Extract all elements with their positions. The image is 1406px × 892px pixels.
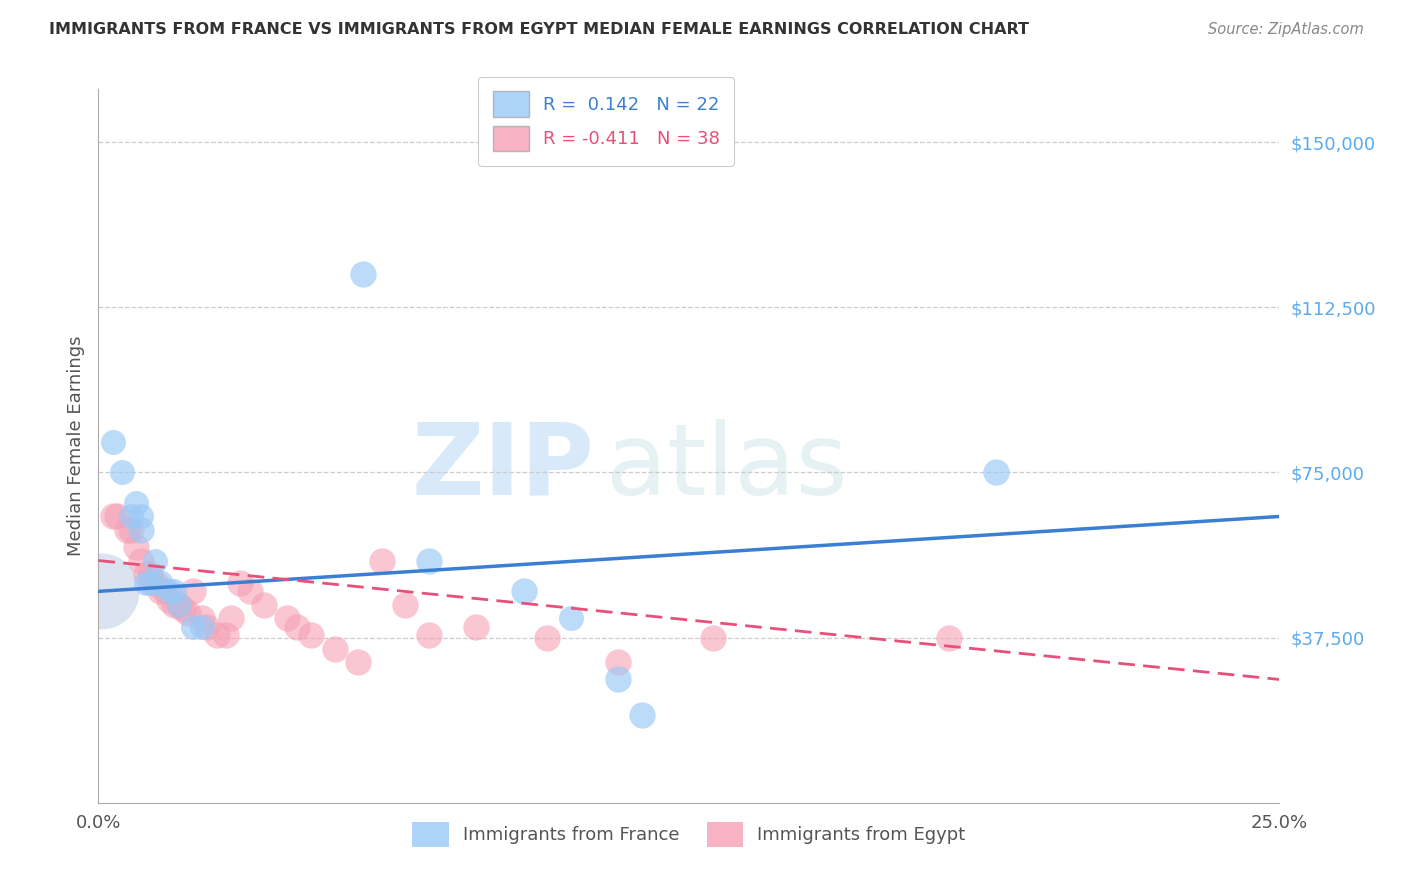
Point bbox=[191, 611, 214, 625]
Point bbox=[702, 631, 724, 645]
Point bbox=[167, 598, 190, 612]
Point bbox=[121, 523, 143, 537]
Point bbox=[418, 553, 440, 567]
Point bbox=[607, 673, 630, 687]
Point bbox=[129, 509, 152, 524]
Text: atlas: atlas bbox=[606, 419, 848, 516]
Point bbox=[191, 619, 214, 633]
Point bbox=[418, 628, 440, 642]
Point bbox=[129, 523, 152, 537]
Point bbox=[512, 584, 534, 599]
Point bbox=[195, 619, 218, 633]
Point bbox=[139, 575, 162, 590]
Point bbox=[143, 553, 166, 567]
Point bbox=[181, 584, 204, 599]
Point bbox=[205, 628, 228, 642]
Point bbox=[157, 593, 180, 607]
Point bbox=[536, 631, 558, 645]
Point bbox=[163, 598, 186, 612]
Point bbox=[101, 434, 124, 449]
Point bbox=[129, 553, 152, 567]
Point bbox=[465, 619, 488, 633]
Point bbox=[125, 496, 148, 510]
Point bbox=[163, 584, 186, 599]
Point bbox=[115, 523, 138, 537]
Point bbox=[111, 466, 134, 480]
Point bbox=[143, 575, 166, 590]
Point bbox=[352, 267, 374, 281]
Point bbox=[157, 584, 180, 599]
Point bbox=[101, 509, 124, 524]
Point bbox=[149, 584, 172, 599]
Point bbox=[215, 628, 238, 642]
Point bbox=[172, 602, 194, 616]
Point bbox=[253, 598, 276, 612]
Text: IMMIGRANTS FROM FRANCE VS IMMIGRANTS FROM EGYPT MEDIAN FEMALE EARNINGS CORRELATI: IMMIGRANTS FROM FRANCE VS IMMIGRANTS FRO… bbox=[49, 22, 1029, 37]
Point bbox=[229, 575, 252, 590]
Point bbox=[125, 541, 148, 555]
Point bbox=[219, 611, 242, 625]
Point bbox=[167, 598, 190, 612]
Point bbox=[984, 466, 1007, 480]
Point bbox=[371, 553, 394, 567]
Point bbox=[323, 641, 346, 656]
Point bbox=[90, 584, 112, 599]
Point bbox=[607, 655, 630, 669]
Point bbox=[139, 566, 162, 581]
Point bbox=[135, 566, 157, 581]
Point bbox=[347, 655, 370, 669]
Point bbox=[299, 628, 322, 642]
Point bbox=[105, 509, 128, 524]
Point bbox=[135, 575, 157, 590]
Point bbox=[285, 619, 308, 633]
Point bbox=[239, 584, 262, 599]
Legend: Immigrants from France, Immigrants from Egypt: Immigrants from France, Immigrants from … bbox=[405, 814, 973, 855]
Text: ZIP: ZIP bbox=[412, 419, 595, 516]
Point bbox=[177, 607, 200, 621]
Point bbox=[630, 707, 652, 722]
Text: Source: ZipAtlas.com: Source: ZipAtlas.com bbox=[1208, 22, 1364, 37]
Point bbox=[394, 598, 416, 612]
Point bbox=[153, 584, 176, 599]
Point bbox=[149, 575, 172, 590]
Point bbox=[121, 509, 143, 524]
Point bbox=[938, 631, 960, 645]
Point bbox=[181, 619, 204, 633]
Y-axis label: Median Female Earnings: Median Female Earnings bbox=[66, 335, 84, 557]
Point bbox=[560, 611, 582, 625]
Point bbox=[276, 611, 298, 625]
